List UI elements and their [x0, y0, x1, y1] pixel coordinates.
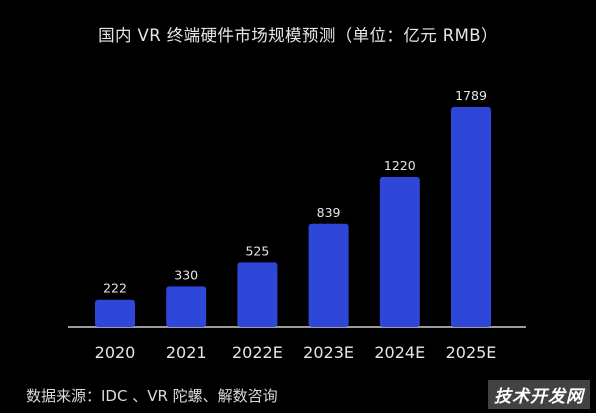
tick-label-2024E: 2024E: [374, 343, 425, 362]
value-label-2024E: 1220: [384, 158, 416, 173]
value-label-2020: 222: [103, 281, 127, 296]
tick-label-2023E: 2023E: [303, 343, 354, 362]
bar-2024E: [379, 177, 420, 327]
bar-2020: [95, 299, 135, 327]
tick-label-2022E: 2022E: [232, 343, 283, 362]
value-label-2021: 330: [174, 267, 198, 282]
bar-2021: [166, 286, 207, 327]
value-label-2023E: 839: [317, 205, 341, 220]
value-label-2025E: 1789: [455, 88, 487, 103]
source-note: 数据来源：IDC 、VR 陀螺、解数咨询: [26, 387, 278, 405]
bar-2025E: [451, 107, 491, 327]
value-labels-group: 222 330 525 839 1220 1789: [103, 88, 487, 296]
tick-label-2020: 2020: [95, 343, 136, 362]
bar-2022E: [237, 262, 278, 327]
bar-2023E: [308, 223, 349, 327]
tick-labels-group: 2020 2021 2022E 2023E 2024E 2025E: [95, 343, 497, 362]
chart-title: 国内 VR 终端硬件市场规模预测（单位：亿元 RMB）: [98, 26, 498, 45]
bars-group: [95, 107, 491, 327]
value-label-2022E: 525: [245, 243, 269, 258]
tick-label-2025E: 2025E: [446, 343, 497, 362]
watermark-logo: 技术开发网: [488, 380, 590, 409]
tick-label-2021: 2021: [166, 343, 207, 362]
